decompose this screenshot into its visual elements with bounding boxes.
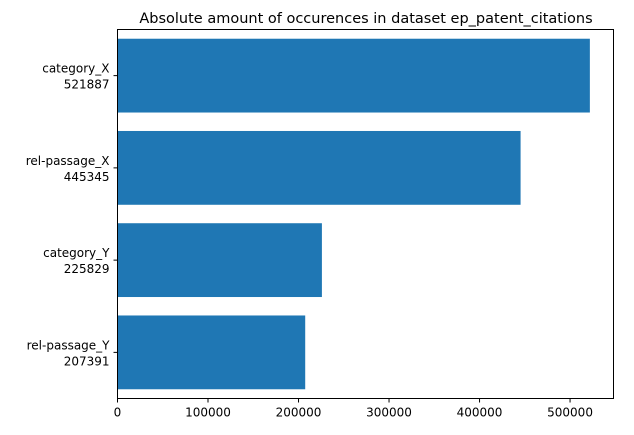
x-axis: 0 100000 200000 300000 400000 500000 [114, 398, 593, 420]
y-tick-label: category_Y 225829 [43, 246, 110, 276]
y-tick-label: category_X 521887 [42, 62, 109, 92]
bar-category_X [117, 38, 590, 113]
x-tick-label: 0 [114, 406, 122, 420]
bar-rel-passage_Y [117, 315, 306, 390]
x-tick-label: 200000 [276, 406, 322, 420]
bars-group [117, 38, 590, 390]
chart-title: Absolute amount of occurences in dataset… [139, 11, 592, 27]
y-tick-label: rel-passage_X 445345 [26, 154, 110, 184]
y-tick-label: rel-passage_Y 207391 [27, 338, 111, 368]
x-tick-label: 300000 [366, 406, 412, 420]
x-tick-label: 400000 [457, 406, 503, 420]
bar-category_Y [117, 223, 322, 298]
plot-frame [117, 29, 614, 399]
x-tick-label: 500000 [547, 406, 593, 420]
bar-rel-passage_X [117, 130, 521, 205]
x-tick-label: 100000 [185, 406, 231, 420]
y-axis: category_X 521887 rel-passage_X 445345categ… [26, 62, 118, 368]
